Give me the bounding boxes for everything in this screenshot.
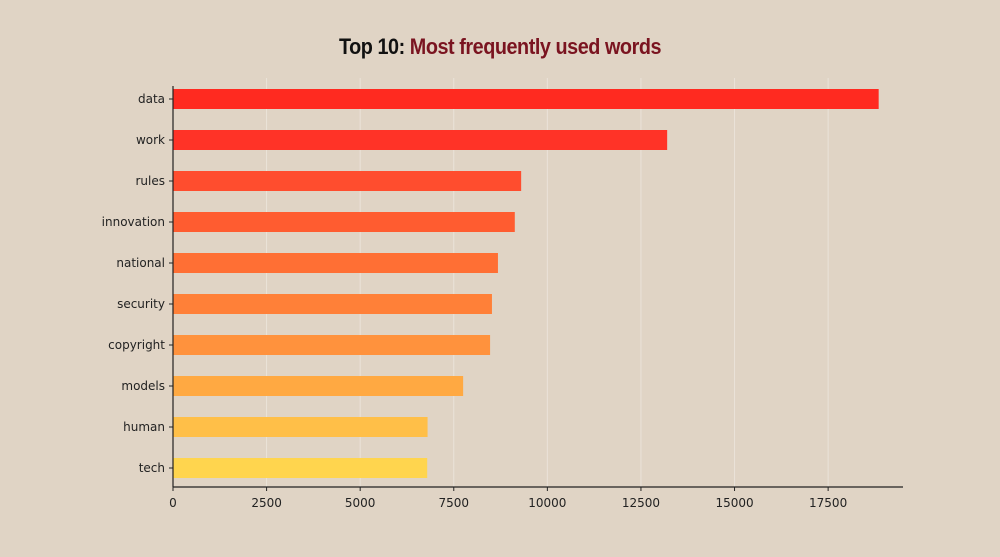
x-tick-label: 0 [169,496,177,510]
category-label-human: human [123,420,165,434]
category-label-national: national [116,256,165,270]
bar-security [173,294,492,314]
category-label-tech: tech [139,461,165,475]
bar-tech [173,458,428,478]
category-label-security: security [117,297,165,311]
x-tick-label: 12500 [622,496,660,510]
category-label-models: models [121,379,165,393]
x-tick-label: 10000 [528,496,566,510]
x-tick-label: 2500 [251,496,282,510]
category-label-innovation: innovation [102,215,165,229]
x-tick-label: 7500 [438,496,469,510]
chart-title-main: Most frequently used words [409,34,662,59]
category-label-data: data [138,92,165,106]
chart-title: Top 10: Most frequently used words [50,34,950,60]
bar-work [173,130,668,150]
bar-copyright [173,335,491,355]
category-label-copyright: copyright [108,338,165,352]
bars [173,89,879,478]
x-tick-label: 15000 [715,496,753,510]
x-tick-label: 5000 [345,496,376,510]
bar-human [173,417,428,437]
axes [169,86,903,491]
category-label-rules: rules [135,174,165,188]
labels: data work rules innovation national security c… [102,92,848,510]
bar-data [173,89,879,109]
bar-models [173,376,464,396]
bar-national [173,253,498,273]
category-label-work: work [136,133,165,147]
bar-innovation [173,212,515,232]
x-tick-label: 17500 [809,496,847,510]
chart-title-prefix: Top 10: [338,34,410,59]
bar-rules [173,171,522,191]
